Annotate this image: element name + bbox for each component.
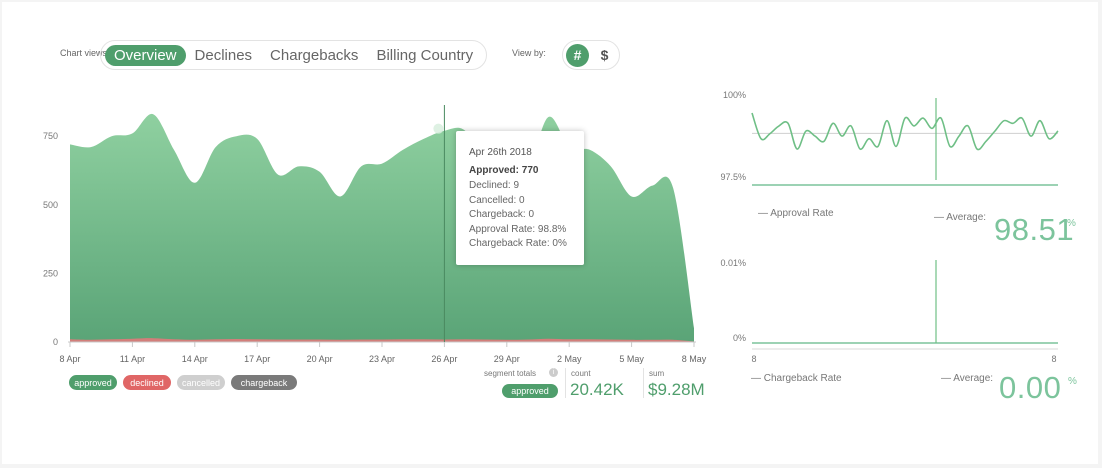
chargeback-average-caption: — Average: — [941, 373, 994, 384]
approval-average-caption: — Average: — [934, 212, 987, 223]
approval-rate-caption: — Approval Rate — [758, 208, 834, 219]
view-by-amount-button[interactable]: $ — [600, 47, 609, 63]
count-value: 20.42K — [570, 380, 624, 399]
tooltip-declined: Declined: 9 — [469, 180, 520, 191]
tooltip-date: Apr 26th 2018 — [469, 147, 532, 158]
approval-average-unit: % — [1067, 218, 1076, 229]
tooltip-approval-rate: Approval Rate: 98.8% — [469, 224, 567, 235]
legend-approved-toggle[interactable]: approved — [69, 375, 117, 390]
tooltip-chargeback: Chargeback: 0 — [469, 209, 535, 220]
approval-average-value: 98.51 — [994, 212, 1075, 247]
tab-billing-country[interactable]: Billing Country — [376, 46, 474, 64]
tab-declines[interactable]: Declines — [194, 46, 253, 64]
view-by-label: View by: — [512, 48, 546, 58]
chart-tooltip: Apr 26th 2018 Approved: 770 Declined: 9 … — [456, 131, 584, 265]
segment-totals-label: segment totals — [484, 369, 537, 378]
chargeback-average-value: 0.00 — [999, 370, 1062, 405]
segment-divider — [565, 368, 566, 398]
view-by-toggle: # $ — [562, 40, 620, 70]
count-caption: count — [571, 369, 591, 378]
tab-chargebacks[interactable]: Chargebacks — [270, 46, 359, 64]
tab-overview[interactable]: Overview — [105, 44, 186, 66]
sum-caption: sum — [649, 369, 665, 378]
legend-chargeback-toggle[interactable]: chargeback — [231, 375, 297, 390]
legend-cancelled-toggle[interactable]: cancelled — [177, 375, 225, 390]
chargeback-average-unit: % — [1068, 376, 1077, 387]
chargeback-rate-caption: — Chargeback Rate — [751, 373, 842, 384]
segment-divider — [643, 368, 644, 398]
tooltip-cancelled: Cancelled: 0 — [469, 195, 525, 206]
chart-views-tabs: Overview Declines Chargebacks Billing Co… — [100, 40, 488, 70]
chart-views-label: Chart views: — [60, 48, 110, 58]
tooltip-chargeback-rate: Chargeback Rate: 0% — [469, 238, 567, 249]
segment-pill[interactable]: approved — [502, 384, 558, 398]
info-icon[interactable]: i — [549, 368, 558, 377]
tooltip-approved: Approved: 770 — [469, 165, 539, 176]
sum-value: $9.28M — [648, 380, 705, 399]
view-by-count-button[interactable]: # — [566, 43, 589, 67]
chart-legend: approved declined cancelled chargeback — [69, 375, 297, 390]
legend-declined-toggle[interactable]: declined — [123, 375, 171, 390]
